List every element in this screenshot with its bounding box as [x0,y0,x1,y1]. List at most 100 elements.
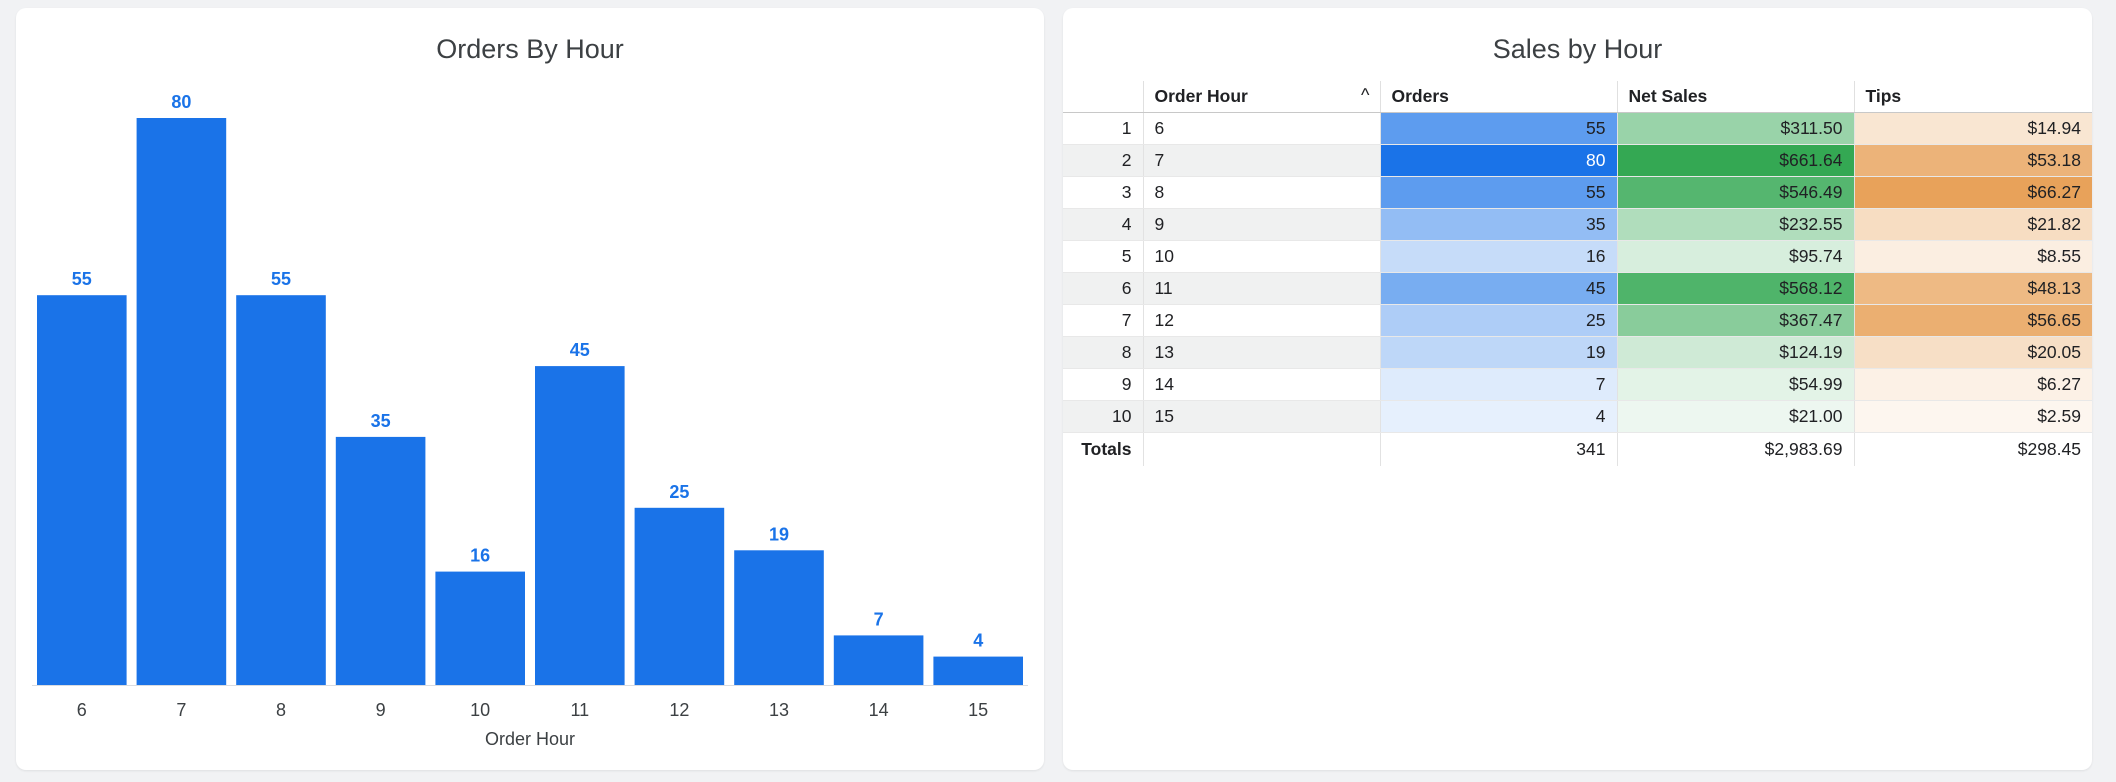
totals-orders: 341 [1379,432,1617,466]
row-index: 10 [1063,400,1143,433]
x-tick-label: 10 [470,700,490,720]
bar-7[interactable] [136,118,227,685]
header-net-sales[interactable]: Net Sales [1616,81,1854,113]
header-order-hour[interactable]: Order Hour ^ [1142,81,1380,113]
bar-6[interactable] [37,295,127,685]
totals-hour [1142,432,1380,466]
table-row[interactable]: 7 12 25 $367.47 $56.65 [1063,304,2092,337]
cell-net-sales: $568.12 [1616,272,1854,305]
header-order-hour-label: Order Hour [1154,86,1248,106]
cell-tips: $2.59 [1853,400,2092,433]
bar-10[interactable] [435,571,525,685]
cell-order-hour: 14 [1142,368,1380,401]
cell-order-hour: 12 [1142,304,1380,337]
totals-net-sales: $2,983.69 [1616,432,1854,466]
table-row[interactable]: 4 9 35 $232.55 $21.82 [1063,208,2092,241]
bar-13[interactable] [734,550,824,685]
table-row[interactable]: 8 13 19 $124.19 $20.05 [1063,336,2092,369]
cell-orders: 19 [1379,336,1617,369]
bar-9[interactable] [335,436,426,685]
row-index: 2 [1063,144,1143,177]
cell-tips: $56.65 [1853,304,2092,337]
table-title: Sales by Hour [1492,34,1663,64]
cell-tips: $20.05 [1853,336,2092,369]
table-row[interactable]: 2 7 80 $661.64 $53.18 [1063,144,2092,177]
chart-title: Orders By Hour [436,34,624,64]
bar-value-label: 45 [570,340,590,360]
header-index [1063,81,1143,113]
cell-orders: 35 [1379,208,1617,241]
table-row[interactable]: 10 15 4 $21.00 $2.59 [1063,400,2092,433]
cell-tips: $6.27 [1853,368,2092,401]
cell-orders: 4 [1379,400,1617,433]
row-index: 8 [1063,336,1143,369]
cell-tips: $14.94 [1853,112,2092,145]
cell-order-hour: 11 [1142,272,1380,305]
cell-net-sales: $661.64 [1616,144,1854,177]
totals-tips: $298.45 [1853,432,2092,466]
cell-orders: 25 [1379,304,1617,337]
bar-11[interactable] [535,366,625,685]
header-orders[interactable]: Orders [1379,81,1617,113]
cell-orders: 80 [1379,144,1617,177]
cell-orders: 16 [1379,240,1617,273]
row-index: 1 [1063,112,1143,145]
x-tick-label: 15 [968,700,988,720]
bar-value-label: 16 [470,546,490,566]
cell-orders: 55 [1379,112,1617,145]
bar-value-label: 4 [973,631,983,651]
table-row[interactable]: 1 6 55 $311.50 $14.94 [1063,112,2092,145]
cell-order-hour: 10 [1142,240,1380,273]
table-row[interactable]: 3 8 55 $546.49 $66.27 [1063,176,2092,209]
bar-value-label: 55 [72,269,92,289]
cell-net-sales: $21.00 [1616,400,1854,433]
table-row[interactable]: 9 14 7 $54.99 $6.27 [1063,368,2092,401]
row-index: 3 [1063,176,1143,209]
orders-bar-chart: 55 6 80 7 55 8 35 9 16 10 45 11 25 12 19 13 7 14 4 15 Order … [32,92,1028,749]
x-axis-title: Order Hour [485,729,575,749]
cell-net-sales: $367.47 [1616,304,1854,337]
cell-order-hour: 8 [1142,176,1380,209]
cell-order-hour: 13 [1142,336,1380,369]
sort-ascending-icon[interactable]: ^ [1361,85,1370,105]
cell-order-hour: 9 [1142,208,1380,241]
cell-order-hour: 7 [1142,144,1380,177]
cell-net-sales: $546.49 [1616,176,1854,209]
sales-table: Order Hour ^ Orders Net Sales Tips 1 6 55 $… [1063,81,2092,466]
bar-value-label: 55 [271,269,291,289]
row-index: 7 [1063,304,1143,337]
bar-12[interactable] [634,507,725,685]
cell-tips: $8.55 [1853,240,2092,273]
x-tick-label: 9 [376,700,386,720]
bar-8[interactable] [236,295,326,685]
cell-order-hour: 6 [1142,112,1380,145]
sales-by-hour-panel: Sales by Hour Order Hour ^ Orders Net Sa… [1063,8,2092,770]
table-header-row: Order Hour ^ Orders Net Sales Tips [1063,81,2092,113]
cell-tips: $21.82 [1853,208,2092,241]
x-tick-label: 7 [176,700,186,720]
row-index: 5 [1063,240,1143,273]
cell-orders: 45 [1379,272,1617,305]
bar-15[interactable] [933,656,1023,685]
cell-tips: $48.13 [1853,272,2092,305]
x-tick-label: 13 [769,700,789,720]
bar-value-label: 19 [769,524,789,544]
x-tick-label: 14 [869,700,889,720]
x-tick-label: 11 [570,700,589,720]
x-tick-label: 12 [669,700,689,720]
table-row[interactable]: 5 10 16 $95.74 $8.55 [1063,240,2092,273]
bar-value-label: 25 [669,482,689,502]
cell-net-sales: $311.50 [1616,112,1854,145]
cell-net-sales: $95.74 [1616,240,1854,273]
header-tips[interactable]: Tips [1853,81,2092,113]
bar-value-label: 7 [874,609,884,629]
table-row[interactable]: 6 11 45 $568.12 $48.13 [1063,272,2092,305]
cell-tips: $53.18 [1853,144,2092,177]
cell-orders: 55 [1379,176,1617,209]
bar-14[interactable] [833,635,924,685]
cell-order-hour: 15 [1142,400,1380,433]
totals-label: Totals [1063,432,1143,466]
x-tick-label: 6 [77,700,87,720]
cell-orders: 7 [1379,368,1617,401]
cell-net-sales: $124.19 [1616,336,1854,369]
